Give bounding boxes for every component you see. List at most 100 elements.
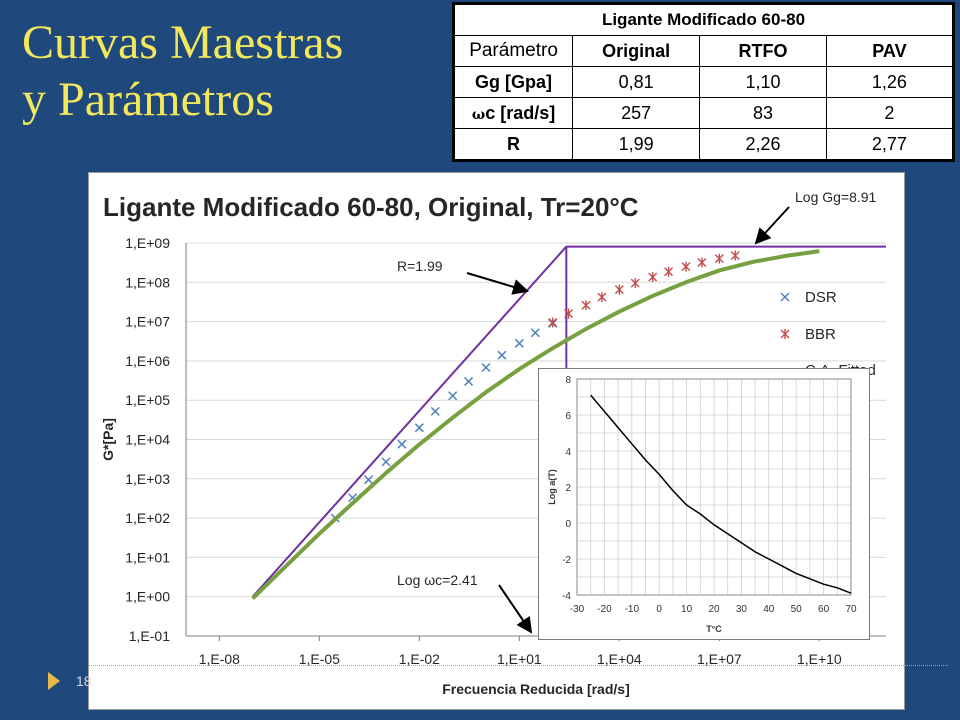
inset-y-tick-label: -4 [562, 591, 571, 602]
dsr-point [448, 391, 458, 401]
table-cell: 83 [699, 97, 827, 129]
dsr-marker-stroke [481, 362, 491, 373]
inset-x-tick-label: 50 [791, 604, 803, 615]
play-arrow-icon [48, 672, 60, 690]
dsr-point [430, 406, 440, 416]
dsr-marker-stroke [364, 475, 374, 485]
table-cell: 0,81 [572, 66, 701, 98]
row-label: Gg [Gpa] [452, 66, 574, 98]
bbr-point [648, 272, 658, 283]
table-row: Gg [Gpa] 0,81 1,10 1,26 [452, 66, 955, 98]
dsr-point [464, 376, 474, 386]
inset-y-tick-label: 4 [565, 447, 571, 458]
inset-x-tick-label: 70 [845, 604, 857, 615]
dsr-point [481, 362, 491, 373]
dsr-point [364, 475, 374, 485]
legend-marker-dsr [780, 292, 790, 302]
dsr-marker-stroke [514, 338, 524, 348]
inset-x-tick-label: 60 [818, 604, 830, 615]
dsr-marker-stroke [530, 328, 540, 338]
table-caption: Ligante Modificado 60-80 [453, 3, 954, 36]
x-tick-label: 1,E+04 [597, 651, 642, 667]
table-cell: 1,10 [699, 66, 827, 98]
shift-factor-line [590, 394, 852, 594]
table-cell: 2,77 [825, 128, 955, 161]
parameters-table: Ligante Modificado 60-80 Parámetro Origi… [452, 2, 955, 162]
annotation-label: R=1.99 [397, 258, 443, 274]
slide-title-line1: Curvas Maestras [22, 16, 344, 69]
y-tick-label: 1,E+04 [125, 432, 170, 448]
bbr-point [564, 308, 574, 319]
table-cell: 1,99 [572, 128, 701, 161]
dsr-point [381, 457, 391, 467]
y-tick-label: 1,E+00 [125, 589, 170, 605]
inset-y-axis-title: Log a(T) [547, 469, 557, 505]
legend-label: BBR [805, 326, 836, 343]
x-tick-label: 1,E+07 [697, 651, 742, 667]
dsr-marker-stroke [381, 457, 391, 467]
x-tick-label: 1,E+10 [797, 651, 842, 667]
table-cell: 2 [825, 97, 955, 129]
inset-x-tick-label: 20 [708, 604, 720, 615]
inset-x-tick-label: 10 [681, 604, 693, 615]
inset-y-tick-label: 0 [565, 519, 571, 530]
annotation-label: Log ωc=2.41 [397, 572, 478, 588]
dsr-point [414, 423, 424, 433]
annotation-arrow [498, 584, 533, 634]
table-row: ωc [rad/s] 257 83 2 [452, 97, 955, 129]
x-tick-label: 1,E+01 [497, 651, 542, 667]
dsr-marker-stroke [448, 391, 458, 401]
y-tick-label: 1,E+01 [125, 549, 170, 565]
inset-y-tick-label: 8 [565, 375, 571, 386]
bbr-point [548, 317, 558, 328]
x-tick-label: 1,E-08 [199, 651, 240, 667]
x-tick-label: 1,E-02 [399, 651, 440, 667]
row-label: ωc [rad/s] [452, 97, 574, 129]
dsr-point [514, 338, 524, 348]
y-tick-label: 1,E+07 [125, 314, 170, 330]
dsr-point [397, 439, 407, 449]
dsr-marker-stroke [464, 376, 474, 386]
row-label-text: c [rad/s] [485, 102, 556, 123]
bbr-point [730, 250, 740, 261]
column-header-parametro: Parámetro [452, 35, 574, 67]
inset-x-tick-label: -10 [625, 604, 640, 615]
x-tick-label: 1,E-05 [299, 651, 340, 667]
bbr-point [630, 278, 640, 289]
inset-x-tick-label: 30 [736, 604, 748, 615]
fitted-curve-line [251, 249, 820, 600]
bbr-point [664, 266, 674, 277]
annotation-arrow [466, 272, 529, 295]
y-tick-label: 1,E+09 [125, 235, 170, 251]
y-tick-label: 1,E+08 [125, 274, 170, 290]
inset-x-axis-title: T°C [706, 624, 722, 634]
slide-number: 18 [76, 673, 92, 689]
bbr-point [614, 284, 624, 295]
chart-title: Ligante Modificado 60-80, Original, Tr=2… [103, 192, 639, 222]
y-tick-label: 1,E+06 [125, 353, 170, 369]
column-header-pav: PAV [825, 35, 955, 67]
inset-y-tick-label: 2 [565, 483, 571, 494]
bbr-point [681, 261, 691, 272]
inset-x-tick-label: 40 [763, 604, 775, 615]
dsr-marker-stroke [414, 423, 424, 433]
bbr-point [714, 253, 724, 264]
inset-x-tick-label: -30 [570, 604, 585, 615]
table-cell: 2,26 [699, 128, 827, 161]
bbr-point [697, 257, 707, 268]
dsr-marker-stroke [397, 439, 407, 449]
dsr-marker-stroke [497, 350, 507, 360]
x-axis-title: Frecuencia Reducida [rad/s] [442, 681, 630, 697]
inset-plot-frame [576, 378, 852, 596]
bbr-point [597, 292, 607, 303]
dsr-marker-stroke [348, 493, 358, 503]
legend-label: DSR [805, 289, 837, 306]
column-header-original: Original [572, 35, 701, 67]
shift-factor-chart: 8 6 4 2 0 -2 -4 -30 -20 -10 0 10 20 30 40 50 60 70 T°C Log … [538, 368, 870, 640]
column-header-rtfo: RTFO [699, 35, 827, 67]
y-tick-label: 1,E-01 [129, 628, 170, 644]
inset-y-tick-label: 6 [565, 411, 571, 422]
inset-y-tick-label: -2 [562, 555, 571, 566]
dsr-point [530, 328, 540, 338]
